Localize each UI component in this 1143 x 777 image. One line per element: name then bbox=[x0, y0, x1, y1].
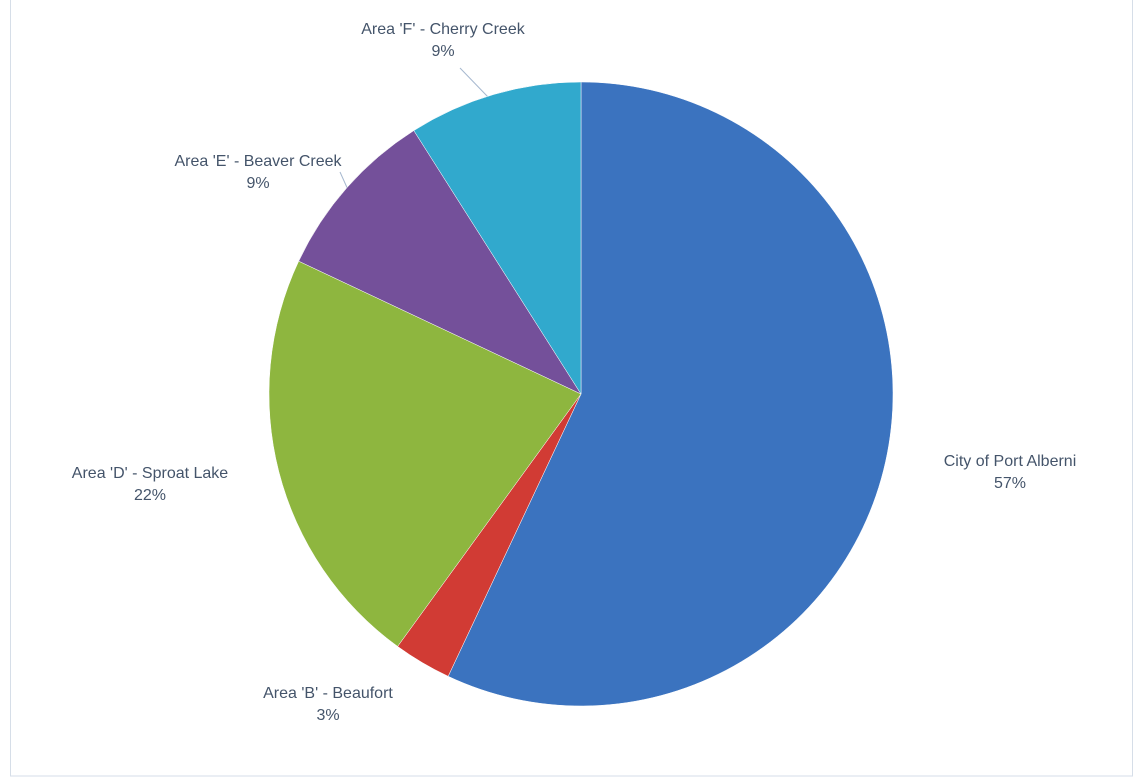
leader-line bbox=[459, 67, 489, 98]
data-label: City of Port Alberni 57% bbox=[890, 451, 1130, 495]
pie-slice bbox=[447, 81, 894, 707]
value-label: 3% bbox=[316, 707, 340, 724]
data-label: Area 'F' - Cherry Creek 9% bbox=[356, 19, 531, 63]
value-label: 57% bbox=[993, 475, 1027, 492]
chart-border bbox=[10, 0, 1133, 777]
value-label: 9% bbox=[246, 175, 270, 192]
value-label: 22% bbox=[133, 487, 167, 504]
category-label: Area 'E' - Beaver Creek bbox=[174, 153, 342, 170]
category-label: City of Port Alberni bbox=[943, 453, 1077, 470]
category-label: Area 'F' - Cherry Creek bbox=[361, 21, 525, 38]
category-label: Area 'B' - Beaufort bbox=[263, 685, 393, 702]
pie-slice bbox=[298, 130, 582, 395]
value-label: 9% bbox=[431, 43, 455, 60]
pie bbox=[268, 81, 894, 707]
data-label: Area 'B' - Beaufort 3% bbox=[208, 683, 448, 727]
pie-slice bbox=[413, 81, 582, 395]
data-label: Area 'E' - Beaver Creek 9% bbox=[171, 151, 346, 195]
category-label: Area 'D' - Sproat Lake bbox=[71, 465, 229, 482]
data-label: Area 'D' - Sproat Lake 22% bbox=[20, 463, 280, 507]
